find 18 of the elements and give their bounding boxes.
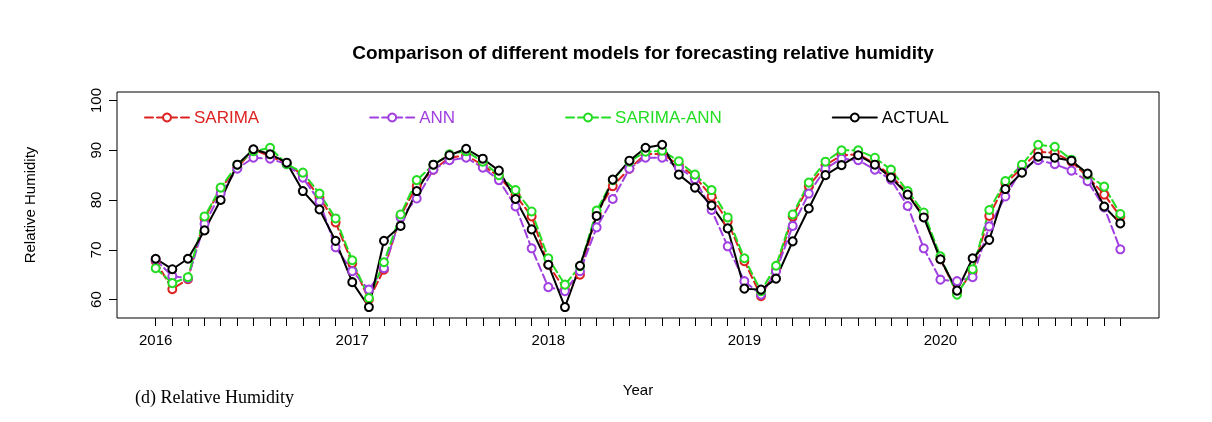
y-axis-title: Relative Humidity — [21, 146, 38, 264]
x-tick-label: 2020 — [923, 331, 958, 348]
x-tick-label: 2018 — [531, 331, 565, 348]
x-tick-label: 2016 — [138, 331, 173, 348]
y-tick-label: 80 — [87, 191, 104, 209]
legend-label: SARIMA-ANN — [615, 108, 722, 127]
legend-label: ACTUAL — [881, 108, 949, 127]
legend-label: ANN — [419, 108, 456, 127]
chart-title: Comparison of different models for forecasting relative humidity — [352, 42, 935, 63]
y-tick-label: 60 — [87, 291, 104, 308]
x-axis-title: Year — [622, 381, 654, 398]
y-tick-label: 70 — [87, 241, 104, 259]
x-tick-label: 2017 — [335, 331, 369, 348]
text: (d) Relative Humidity — [135, 387, 294, 408]
x-tick-label: 2019 — [727, 331, 762, 348]
legend-label: SARIMA — [194, 108, 260, 127]
y-tick-label: 100 — [87, 87, 104, 113]
y-tick-label: 90 — [87, 141, 104, 159]
